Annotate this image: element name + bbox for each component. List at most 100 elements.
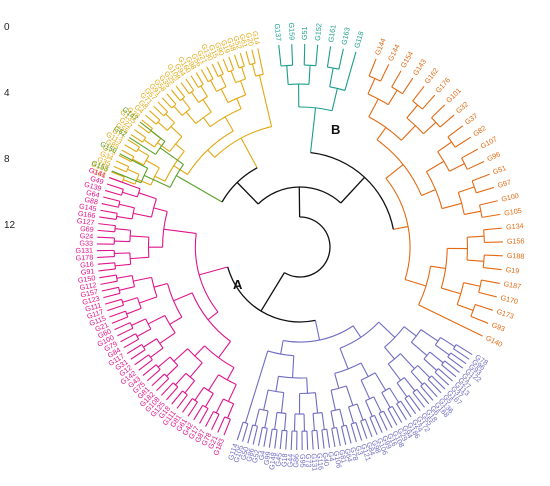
leaf-label: G49 [89,174,105,187]
branch-line [180,82,190,95]
branch-line [176,175,180,178]
branch-line [454,136,472,148]
branch-arc [410,365,419,373]
branch-line [441,364,457,378]
branch-line [107,304,124,312]
branch-line [283,413,287,431]
branch-line [211,63,219,77]
branch-line [280,340,284,355]
branch-arc [120,189,124,196]
branch-arc [327,66,339,70]
leaf-label: G91 [80,266,95,277]
leaf-label: G61 [238,33,250,48]
branch-line [286,65,289,85]
branch-line [194,387,205,401]
branch-line [133,276,152,282]
leaf-label: G4 [256,450,267,461]
branch-line [119,153,148,169]
leaf-label: G105 [503,206,522,218]
branch-arc [125,166,130,173]
branch-line [479,200,498,206]
branch-line [127,168,140,175]
branch-arc [384,326,405,348]
branch-arc [136,188,141,198]
branch-line [190,75,199,88]
branch-line [441,287,461,295]
branch-arc [117,201,121,208]
branch-line [227,403,235,419]
branch-line [396,382,408,398]
branch-arc [329,86,346,91]
branch-line [312,413,315,431]
branch-line [200,85,208,97]
branch-arc [141,344,146,351]
branch-line [339,409,345,426]
leaf-label: G140 [484,333,504,349]
branch-line [447,125,464,138]
branch-line [476,186,495,194]
branch-line [130,256,149,260]
branch-line [105,298,122,305]
leaf-label: G159 [287,22,297,40]
branch-line [447,356,464,369]
branch-line [185,111,197,124]
branch-line [384,346,395,360]
branch-line [417,365,431,379]
branch-line [338,48,344,70]
branch-line [321,429,325,449]
branch-line [226,367,235,381]
branch-line [463,282,481,287]
branch-line [306,377,309,394]
branch-line [240,137,244,142]
branch-line [130,134,143,143]
branch-line [365,400,373,417]
branch-line [157,121,168,131]
leaf-label: G32 [454,100,470,116]
branch-line [396,403,407,421]
leaf-label: G93 [490,320,506,333]
branch-arc [276,411,287,414]
branch-line [202,99,212,113]
branch-line [434,371,450,386]
leaf-label: G50 [238,446,250,461]
branch-line [159,332,176,344]
branch-line [157,101,169,113]
leaf-label: G178 [75,253,93,263]
branch-line [116,274,133,279]
branch-line [247,424,254,444]
branch-line [383,410,393,429]
branch-line [109,177,141,190]
branch-line [378,413,388,431]
branch-line [103,196,121,202]
branch-line [403,377,416,392]
branch-arc [217,73,224,77]
branch-line [195,72,204,85]
branch-line [154,175,166,182]
branch-line [143,139,155,148]
branch-line [97,262,115,265]
branch-line [406,104,419,119]
branch-line [97,229,115,233]
branch-line [222,58,229,73]
branch-arc [228,69,234,73]
leaf-label: G82 [471,123,487,138]
branch-line [483,227,503,231]
branch-arc [434,368,439,373]
branch-arc [214,126,272,158]
branch-line [128,136,156,155]
branch-line [330,390,336,411]
branch-line [331,88,338,111]
branch-line [218,341,231,359]
branch-line [364,418,373,437]
branch-line [376,127,387,141]
branch-arc [134,174,140,185]
branch-line [387,89,398,105]
leaf-label: G18 [279,453,289,467]
branch-line [440,336,456,348]
branch-arc [412,388,418,393]
branch-arc [242,421,249,425]
leaf-label: G51 [491,163,507,176]
leaf-label: G131 [310,453,320,471]
branch-line [481,279,500,284]
branch-line [279,430,283,450]
